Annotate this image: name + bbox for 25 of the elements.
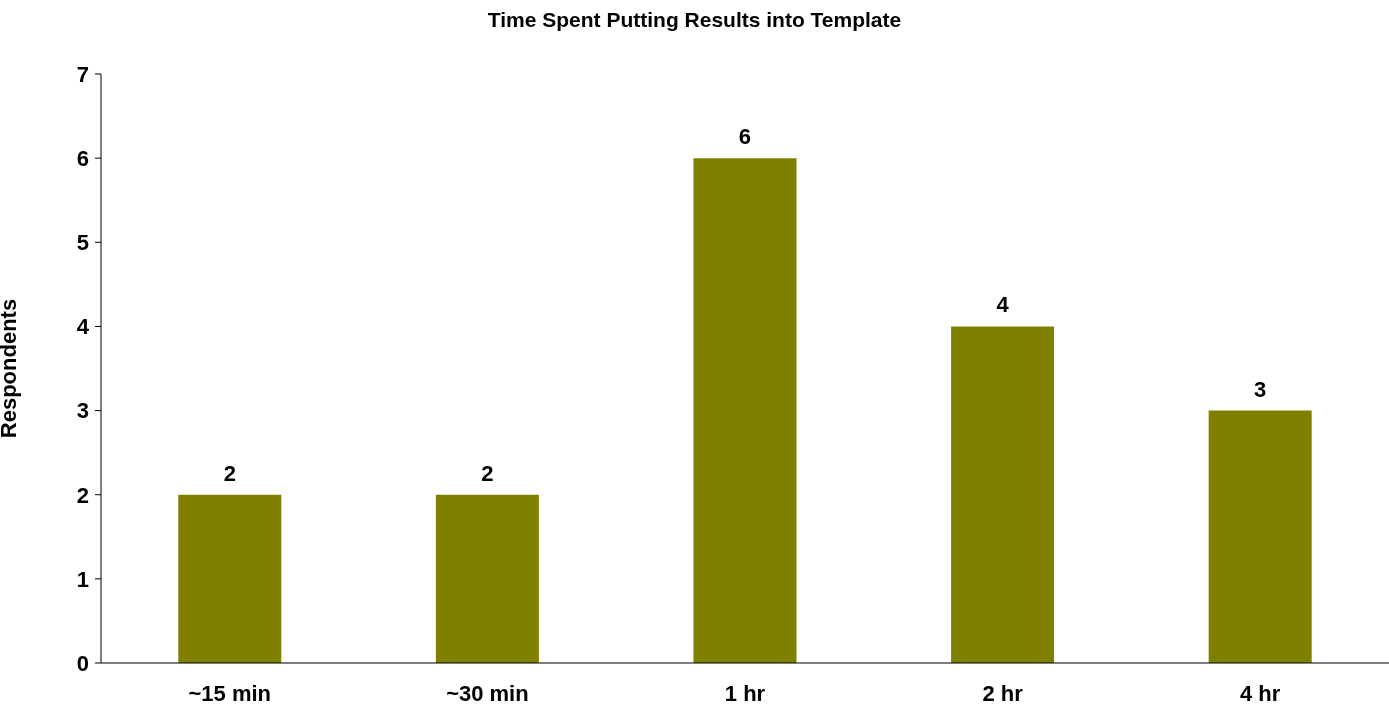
bar [693, 158, 797, 663]
bar [178, 494, 282, 663]
bar [435, 494, 539, 663]
bar [951, 326, 1055, 663]
y-tick-label: 3 [76, 398, 89, 424]
x-tick-label: 4 hr [1240, 680, 1281, 706]
data-label: 2 [481, 460, 494, 486]
data-label: 4 [996, 292, 1010, 318]
y-tick-label: 6 [76, 145, 89, 171]
y-tick-label: 4 [76, 314, 90, 340]
bar [1208, 410, 1312, 663]
y-tick-label: 1 [76, 566, 89, 592]
y-tick-label: 5 [76, 230, 89, 256]
data-label: 2 [223, 460, 236, 486]
y-tick-label: 2 [76, 482, 89, 508]
x-tick-label: ~15 min [188, 680, 272, 706]
x-tick-label: 2 hr [982, 680, 1024, 706]
y-tick-label: 7 [76, 61, 89, 87]
x-tick-label: 1 hr [724, 680, 766, 706]
y-axis-title: Respondents [0, 298, 21, 439]
y-tick-label: 0 [76, 650, 89, 676]
data-label: 6 [738, 124, 752, 150]
chart-title: Time Spent Putting Results into Template [486, 8, 903, 32]
data-label: 3 [1254, 376, 1267, 402]
x-tick-label: ~30 min [446, 680, 529, 706]
